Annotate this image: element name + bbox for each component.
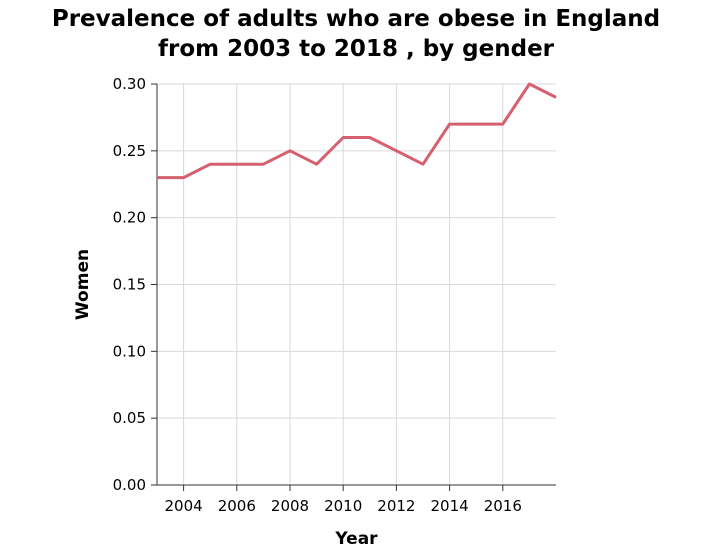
x-tick-label: 2012: [377, 497, 415, 515]
x-tick-label: 2006: [218, 497, 256, 515]
y-tick-label: 0.00: [113, 476, 146, 494]
x-tick-label: 2010: [324, 497, 362, 515]
y-axis-ticks: 0.00 0.05 0.10 0.15 0.20 0.25 0.30: [113, 75, 157, 494]
y-tick-label: 0.25: [113, 142, 146, 160]
x-axis-label: Year: [334, 529, 378, 549]
x-tick-label: 2014: [431, 497, 469, 515]
x-axis-ticks: 2004 2006 2008 2010 2012 2014 2016: [165, 485, 522, 515]
series-line: [157, 82, 557, 180]
y-tick-label: 0.20: [113, 209, 146, 227]
x-tick-label: 2004: [165, 497, 203, 515]
y-tick-label: 0.15: [113, 276, 146, 294]
chart-title-line-1: Prevalence of adults who are obese in En…: [51, 6, 661, 32]
grid-lines: [157, 83, 556, 486]
y-tick-label: 0.10: [113, 342, 146, 360]
y-tick-label: 0.05: [113, 409, 146, 427]
chart-title-line-2: from 2003 to 2018 , by gender: [157, 36, 555, 62]
x-tick-label: 2016: [484, 497, 522, 515]
y-axis-label: Women: [73, 249, 93, 320]
y-tick-label: 0.30: [113, 75, 146, 93]
chart-title: Prevalence of adults who are obese in En…: [0, 4, 712, 64]
x-tick-label: 2008: [271, 497, 309, 515]
data-series: [157, 82, 557, 180]
